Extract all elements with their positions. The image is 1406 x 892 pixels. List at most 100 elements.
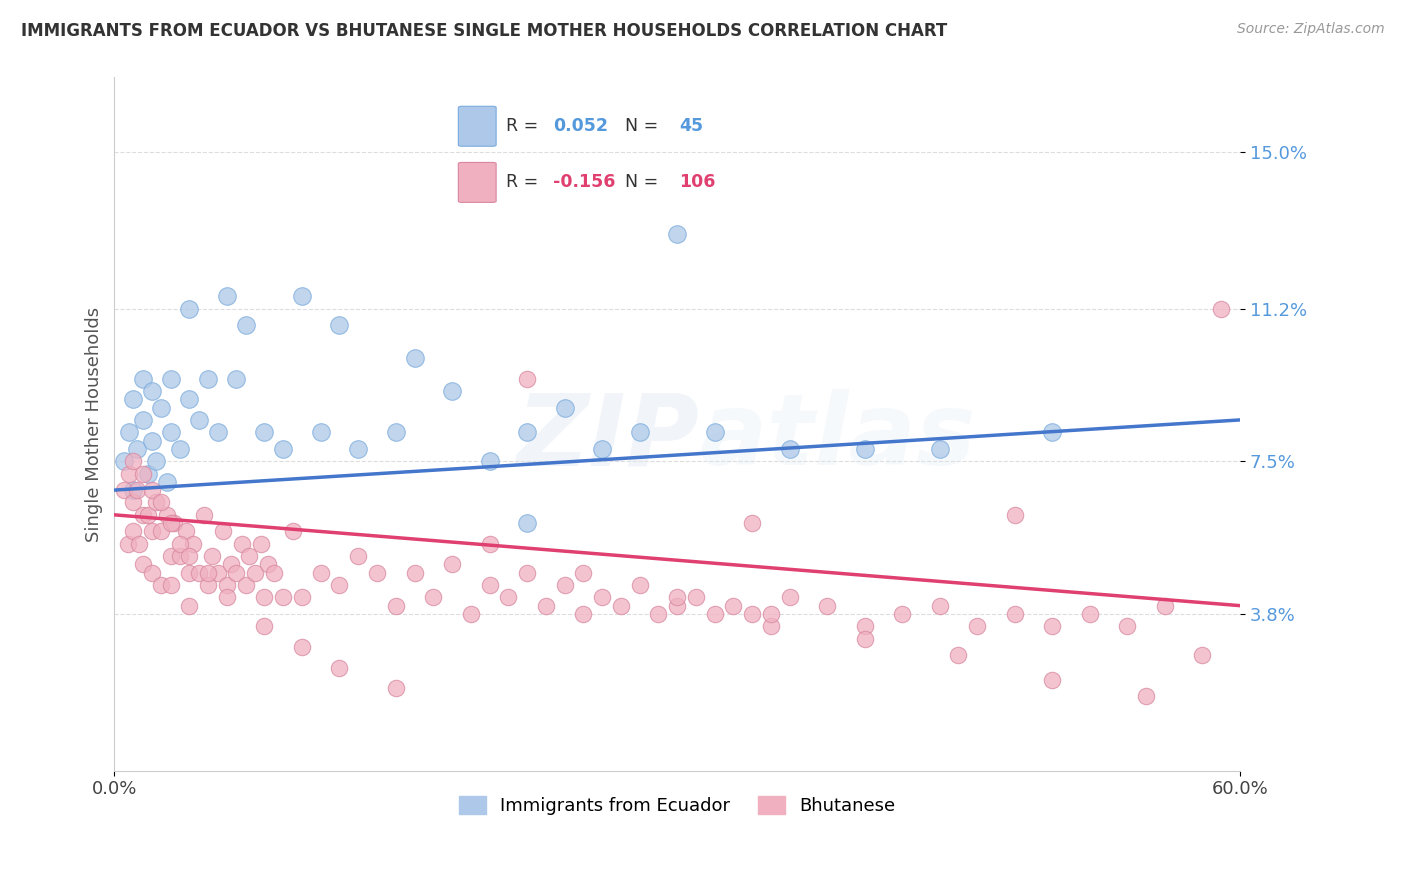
Point xyxy=(231,537,253,551)
Point xyxy=(179,549,201,563)
Point xyxy=(384,425,406,440)
Point xyxy=(150,495,173,509)
Point xyxy=(225,566,247,580)
Point xyxy=(169,442,191,456)
Point xyxy=(112,483,135,497)
Point xyxy=(891,607,914,621)
Point xyxy=(554,401,576,415)
Point xyxy=(150,578,173,592)
Point xyxy=(853,619,876,633)
Point xyxy=(253,619,276,633)
Point xyxy=(179,599,201,613)
Point xyxy=(141,524,163,539)
Point xyxy=(1040,425,1063,440)
Point xyxy=(156,508,179,522)
Point xyxy=(174,524,197,539)
Point xyxy=(131,467,153,481)
Point xyxy=(128,537,150,551)
Point xyxy=(271,591,294,605)
Point xyxy=(366,566,388,580)
Point xyxy=(141,566,163,580)
Point xyxy=(741,607,763,621)
Point xyxy=(125,483,148,497)
Point xyxy=(141,483,163,497)
Point xyxy=(1135,690,1157,704)
Point xyxy=(1004,508,1026,522)
Point xyxy=(647,607,669,621)
Point xyxy=(741,516,763,530)
Point xyxy=(187,413,209,427)
Point xyxy=(179,301,201,316)
Point xyxy=(759,619,782,633)
Point xyxy=(131,372,153,386)
Point xyxy=(136,467,159,481)
Point xyxy=(243,566,266,580)
Point xyxy=(779,591,801,605)
Point xyxy=(169,537,191,551)
Point xyxy=(853,442,876,456)
Point xyxy=(498,591,520,605)
Point xyxy=(131,558,153,572)
Point xyxy=(1191,648,1213,662)
Point xyxy=(1040,673,1063,687)
Point xyxy=(215,289,238,303)
Point xyxy=(235,318,257,332)
Point xyxy=(122,483,145,497)
Point xyxy=(179,392,201,407)
Point xyxy=(271,442,294,456)
Point xyxy=(219,558,242,572)
Point xyxy=(666,227,689,242)
Point xyxy=(238,549,260,563)
Point xyxy=(384,681,406,695)
Point xyxy=(215,591,238,605)
Point xyxy=(118,467,141,481)
Point xyxy=(131,413,153,427)
Point xyxy=(966,619,988,633)
Point xyxy=(628,578,651,592)
Point xyxy=(257,558,280,572)
Point xyxy=(122,524,145,539)
Point xyxy=(779,442,801,456)
Point xyxy=(572,607,595,621)
Point xyxy=(253,425,276,440)
Point xyxy=(212,524,235,539)
Point xyxy=(193,508,215,522)
Legend: Immigrants from Ecuador, Bhutanese: Immigrants from Ecuador, Bhutanese xyxy=(450,787,904,824)
Point xyxy=(554,578,576,592)
Point xyxy=(253,591,276,605)
Point xyxy=(179,566,201,580)
Point xyxy=(460,607,482,621)
Point xyxy=(156,475,179,489)
Point xyxy=(201,549,224,563)
Point xyxy=(207,566,229,580)
Point xyxy=(478,537,501,551)
Point xyxy=(591,442,613,456)
Point xyxy=(225,372,247,386)
Point xyxy=(948,648,970,662)
Point xyxy=(328,318,350,332)
Point xyxy=(591,591,613,605)
Point xyxy=(1004,607,1026,621)
Point xyxy=(666,591,689,605)
Point xyxy=(347,549,370,563)
Point xyxy=(159,425,181,440)
Point xyxy=(516,566,538,580)
Point xyxy=(1116,619,1139,633)
Point xyxy=(125,442,148,456)
Point xyxy=(159,516,181,530)
Y-axis label: Single Mother Households: Single Mother Households xyxy=(86,307,103,541)
Point xyxy=(516,516,538,530)
Point xyxy=(118,425,141,440)
Point xyxy=(159,549,181,563)
Point xyxy=(235,578,257,592)
Point xyxy=(169,549,191,563)
Text: IMMIGRANTS FROM ECUADOR VS BHUTANESE SINGLE MOTHER HOUSEHOLDS CORRELATION CHART: IMMIGRANTS FROM ECUADOR VS BHUTANESE SIN… xyxy=(21,22,948,40)
Point xyxy=(141,384,163,398)
Point xyxy=(291,289,314,303)
Point xyxy=(666,599,689,613)
Point xyxy=(703,425,725,440)
Point xyxy=(309,566,332,580)
Point xyxy=(145,495,167,509)
Point xyxy=(440,384,463,398)
Point xyxy=(291,591,314,605)
